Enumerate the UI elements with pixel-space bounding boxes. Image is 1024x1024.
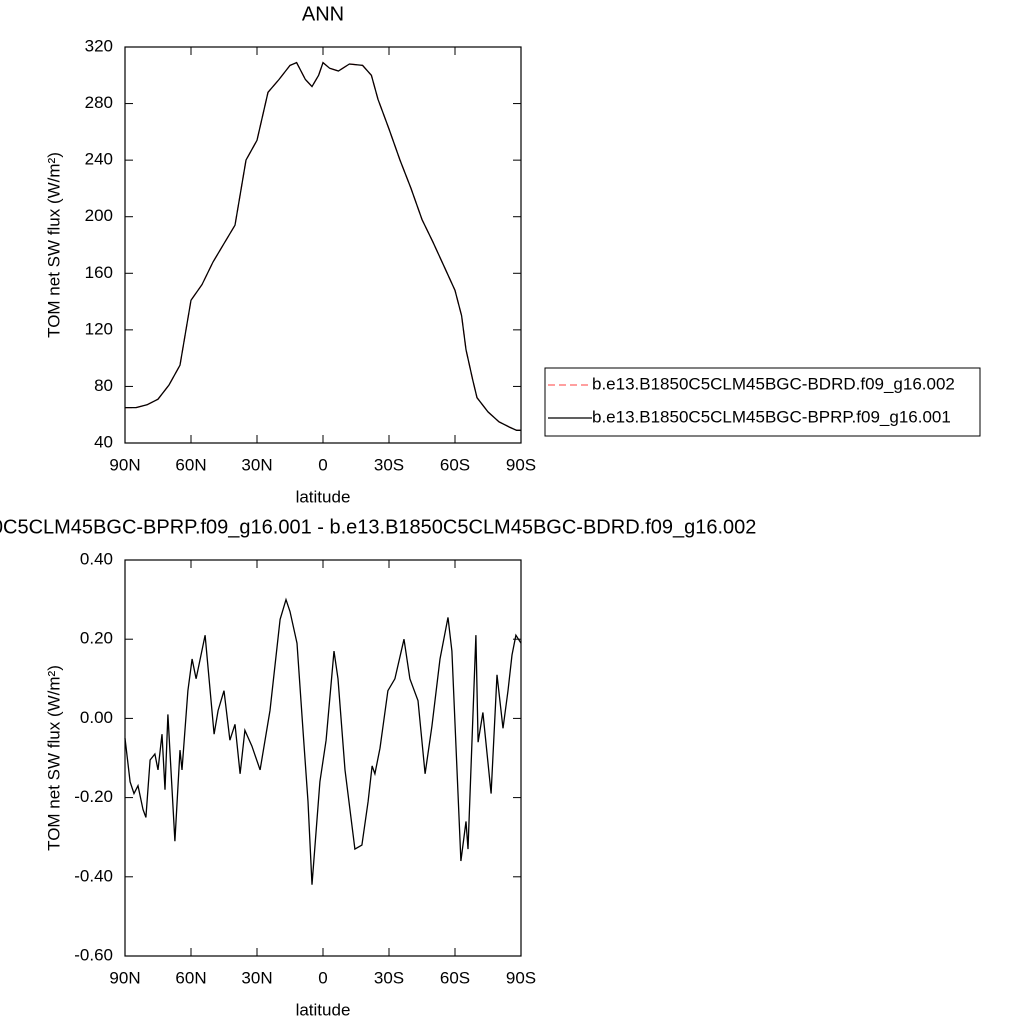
y-axis-label: TOM net SW flux (W/m²) — [44, 152, 63, 338]
y-tick-label: 120 — [85, 319, 113, 338]
y-tick-label: 0.20 — [80, 629, 113, 648]
x-tick-label: 90N — [109, 455, 140, 474]
plot-frame — [124, 46, 522, 444]
legend-label: b.e13.B1850C5CLM45BGC-BDRD.f09_g16.002 — [592, 374, 955, 393]
x-tick-label: 30N — [241, 455, 272, 474]
x-axis-label: latitude — [296, 1000, 351, 1019]
y-tick-label: -0.40 — [74, 866, 113, 885]
chart-title: ANN — [302, 3, 344, 25]
legend-box — [544, 367, 981, 437]
y-tick-label: 0.40 — [80, 549, 113, 568]
data-line — [125, 61, 521, 431]
x-tick-label: 0 — [318, 455, 327, 474]
y-tick-label: -0.20 — [74, 787, 113, 806]
y-tick-label: -0.60 — [74, 945, 113, 964]
legend-label: b.e13.B1850C5CLM45BGC-BPRP.f09_g16.001 — [592, 407, 951, 426]
y-tick-label: 40 — [94, 432, 113, 451]
x-tick-label: 30N — [241, 968, 272, 987]
y-tick-label: 240 — [85, 150, 113, 169]
x-tick-label: 60S — [440, 455, 470, 474]
x-tick-label: 30S — [374, 455, 404, 474]
x-axis-label: latitude — [296, 487, 351, 506]
x-tick-label: 30S — [374, 968, 404, 987]
x-tick-label: 60S — [440, 968, 470, 987]
x-tick-label: 90S — [506, 455, 536, 474]
data-line — [124, 597, 522, 885]
y-tick-label: 160 — [85, 263, 113, 282]
y-tick-label: 320 — [85, 36, 113, 55]
chart-title: b.e13.B1850C5CLM45BGC-BPRP.f09_g16.001 -… — [0, 516, 756, 538]
x-tick-label: 60N — [175, 455, 206, 474]
x-tick-label: 90S — [506, 968, 536, 987]
data-line — [125, 61, 521, 431]
x-tick-label: 60N — [175, 968, 206, 987]
x-tick-label: 0 — [318, 968, 327, 987]
x-tick-label: 90N — [109, 968, 140, 987]
y-tick-label: 200 — [85, 206, 113, 225]
y-tick-label: 80 — [94, 376, 113, 395]
y-axis-label: TOM net SW flux (W/m²) — [44, 665, 63, 851]
y-tick-label: 0.00 — [80, 708, 113, 727]
y-tick-label: 280 — [85, 93, 113, 112]
